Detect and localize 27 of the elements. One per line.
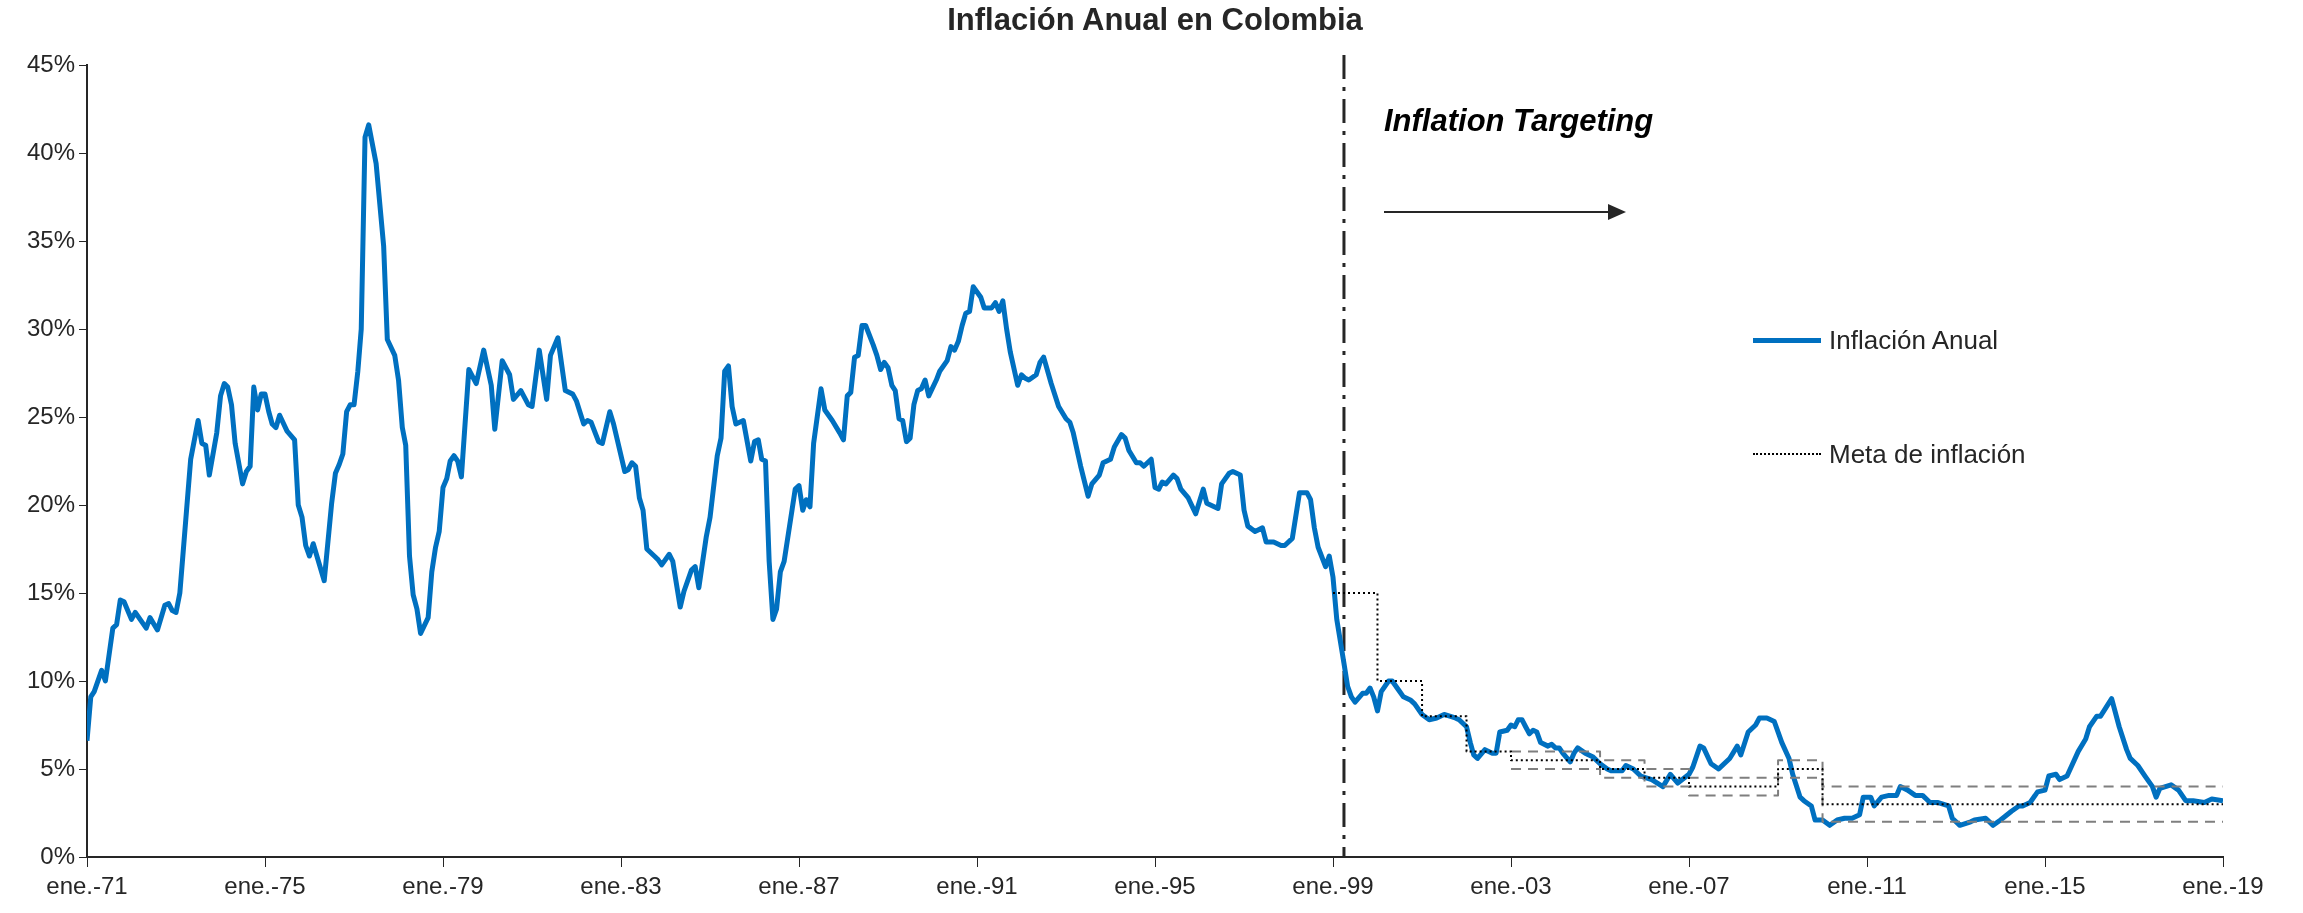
x-tick-label: ene.-95 [1114,872,1196,900]
x-tick-label: ene.-11 [1827,872,1907,900]
y-tick-label: 0% [40,841,75,869]
x-tick-label: ene.-87 [758,872,840,900]
y-tick-label: 15% [26,577,75,605]
x-tick-label: ene.-91 [936,872,1018,900]
x-tick-label: ene.-79 [402,872,484,900]
y-tick-label: 5% [40,753,75,781]
x-tick-label: ene.-19 [2182,872,2264,900]
legend-label: Meta de inflación [1829,438,2026,470]
x-tick-label: ene.-83 [580,872,662,900]
y-tick-label: 20% [26,489,75,517]
x-tick-label: ene.-15 [2004,872,2086,900]
y-tick-label: 35% [26,225,75,253]
legend-label: Inflación Anual [1829,324,1999,356]
x-tick-label: ene.-07 [1648,872,1730,900]
chart-title: Inflación Anual en Colombia [946,2,1364,38]
x-tick-label: ene.-71 [46,872,128,900]
y-tick-label: 10% [26,665,75,693]
x-tick-label: ene.-99 [1292,872,1374,900]
x-tick-label: ene.-03 [1470,872,1552,900]
y-tick-label: 25% [26,401,75,429]
y-tick-label: 40% [26,137,75,165]
y-tick-label: 30% [26,313,75,341]
annotation: Inflation Targeting [1383,102,1654,138]
y-tick-label: 45% [26,49,75,77]
x-tick-label: ene.-75 [224,872,306,900]
